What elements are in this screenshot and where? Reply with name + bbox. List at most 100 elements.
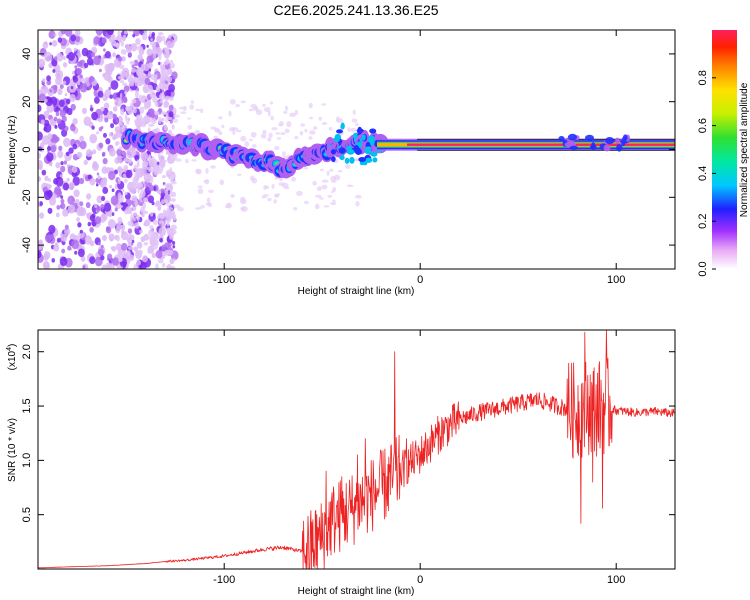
noise-speck	[167, 265, 171, 269]
noise-speck	[189, 104, 195, 110]
noise-speck	[38, 152, 41, 159]
noise-speck	[114, 157, 120, 164]
noise-speck	[164, 188, 169, 196]
noise-speck	[49, 42, 52, 46]
noise-speck	[133, 164, 138, 172]
noise-speck	[73, 47, 77, 52]
noise-speck	[127, 241, 132, 247]
noise-speck	[91, 125, 95, 130]
noise-speck	[172, 244, 176, 249]
spectrogram-blob	[330, 149, 337, 155]
noise-speck	[91, 111, 99, 121]
noise-speck	[162, 159, 167, 163]
noise-speck	[270, 115, 275, 121]
noise-speck	[106, 30, 114, 36]
noise-speck	[173, 114, 180, 118]
noise-speck	[79, 82, 88, 93]
noise-speck	[52, 137, 56, 142]
spectrogram-blob	[333, 137, 340, 143]
noise-speck	[59, 109, 66, 118]
noise-speck	[109, 94, 113, 99]
noise-speck	[157, 152, 161, 160]
noise-speck	[151, 201, 155, 206]
noise-speck	[125, 169, 133, 179]
noise-speck	[170, 191, 175, 198]
noise-speck	[255, 109, 263, 116]
noise-speck	[57, 150, 64, 159]
noise-speck	[152, 44, 157, 53]
noise-speck	[60, 30, 67, 35]
noise-speck	[65, 151, 70, 157]
noise-speck	[171, 124, 175, 130]
noise-speck	[48, 178, 51, 182]
noise-speck	[56, 237, 61, 243]
noise-speck	[326, 170, 330, 176]
noise-speck	[147, 70, 151, 77]
noise-speck	[145, 219, 151, 225]
noise-speck	[150, 95, 156, 99]
snr-ytick-label-2: 1.5	[21, 398, 33, 413]
noise-speck	[155, 236, 161, 240]
noise-speck	[45, 96, 53, 107]
noise-speck	[284, 186, 290, 190]
noise-speck	[42, 260, 50, 269]
noise-speck	[77, 222, 82, 228]
noise-speck	[102, 214, 108, 221]
noise-speck	[74, 65, 78, 69]
noise-speck	[159, 61, 163, 70]
noise-speck	[100, 106, 105, 112]
spectrogram-blob	[366, 146, 372, 154]
noise-speck	[131, 182, 137, 190]
noise-speck	[105, 226, 112, 234]
noise-speck	[66, 177, 70, 182]
noise-speck	[83, 159, 88, 166]
noise-speck	[132, 212, 138, 216]
spectrogram-blob	[344, 157, 350, 164]
noise-speck	[155, 249, 163, 259]
noise-speck	[42, 41, 49, 49]
noise-speck	[304, 128, 308, 133]
noise-speck	[274, 145, 280, 151]
noise-speck	[108, 212, 113, 218]
snr-plot-area	[38, 330, 675, 569]
noise-speck	[232, 130, 236, 136]
noise-speck	[139, 182, 143, 187]
noise-speck	[135, 38, 139, 45]
noise-speck	[124, 191, 128, 196]
noise-speck	[134, 90, 139, 99]
noise-speck	[184, 158, 189, 164]
noise-speck	[53, 84, 58, 91]
noise-speck	[170, 198, 176, 202]
noise-speck	[166, 40, 173, 49]
noise-speck	[87, 221, 92, 227]
noise-speck	[150, 38, 153, 42]
noise-speck	[161, 263, 166, 268]
noise-speck	[102, 234, 107, 242]
noise-speck	[126, 233, 132, 238]
noise-speck	[47, 133, 53, 140]
spectrogram-blob	[357, 126, 363, 135]
noise-speck	[166, 249, 174, 256]
noise-speck	[141, 32, 148, 41]
noise-speck	[106, 111, 114, 120]
noise-speck	[101, 37, 107, 44]
noise-speck	[55, 176, 64, 187]
spectrogram-blob	[349, 156, 355, 164]
noise-speck	[263, 185, 267, 190]
noise-speck	[71, 70, 75, 75]
spec-ytick-label-0: -40	[21, 237, 33, 253]
noise-speck	[81, 107, 87, 115]
noise-speck	[97, 175, 101, 180]
noise-speck	[118, 121, 123, 127]
noise-speck	[171, 71, 178, 80]
noise-speck	[150, 212, 154, 217]
noise-speck	[235, 129, 242, 133]
noise-speck	[85, 149, 93, 158]
noise-speck	[129, 60, 136, 65]
noise-speck	[103, 132, 107, 138]
noise-speck	[57, 37, 63, 43]
noise-speck	[299, 130, 304, 136]
noise-speck	[351, 118, 358, 123]
noise-speck	[95, 205, 101, 212]
